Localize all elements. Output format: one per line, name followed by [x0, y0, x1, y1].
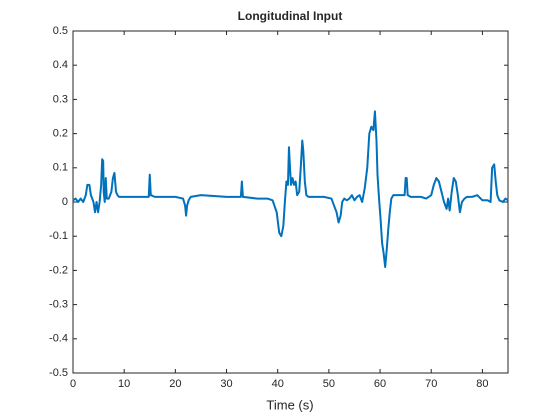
y-tick-label: -0.5	[49, 367, 68, 379]
y-tick-label: 0.3	[53, 93, 68, 105]
y-tick-label: 0.1	[53, 162, 68, 174]
y-tick-label: -0.1	[49, 230, 68, 242]
x-tick-label: 80	[476, 378, 488, 390]
y-tick-label: -0.3	[49, 299, 68, 311]
x-tick-label: 40	[272, 378, 284, 390]
x-tick-label: 50	[323, 378, 335, 390]
x-tick-label: 60	[374, 378, 386, 390]
data-line	[72, 110, 509, 268]
y-tick-label: 0.4	[53, 59, 68, 71]
x-tick-label: 30	[220, 378, 232, 390]
x-tick-label: 10	[118, 378, 130, 390]
x-tick-label: 20	[169, 378, 181, 390]
y-tick-label: -0.4	[49, 333, 68, 345]
x-axis-label: Time (s)	[266, 397, 313, 412]
x-tick-label: 70	[425, 378, 437, 390]
chart-title: Longitudinal Input	[238, 9, 343, 23]
y-tick-label: 0.2	[53, 128, 68, 140]
x-tick-label: 0	[70, 378, 76, 390]
y-tick-label: 0.5	[53, 25, 68, 37]
y-tick-label: -0.2	[49, 264, 68, 276]
plot-frame	[72, 30, 509, 374]
y-tick-label: 0	[62, 196, 68, 208]
